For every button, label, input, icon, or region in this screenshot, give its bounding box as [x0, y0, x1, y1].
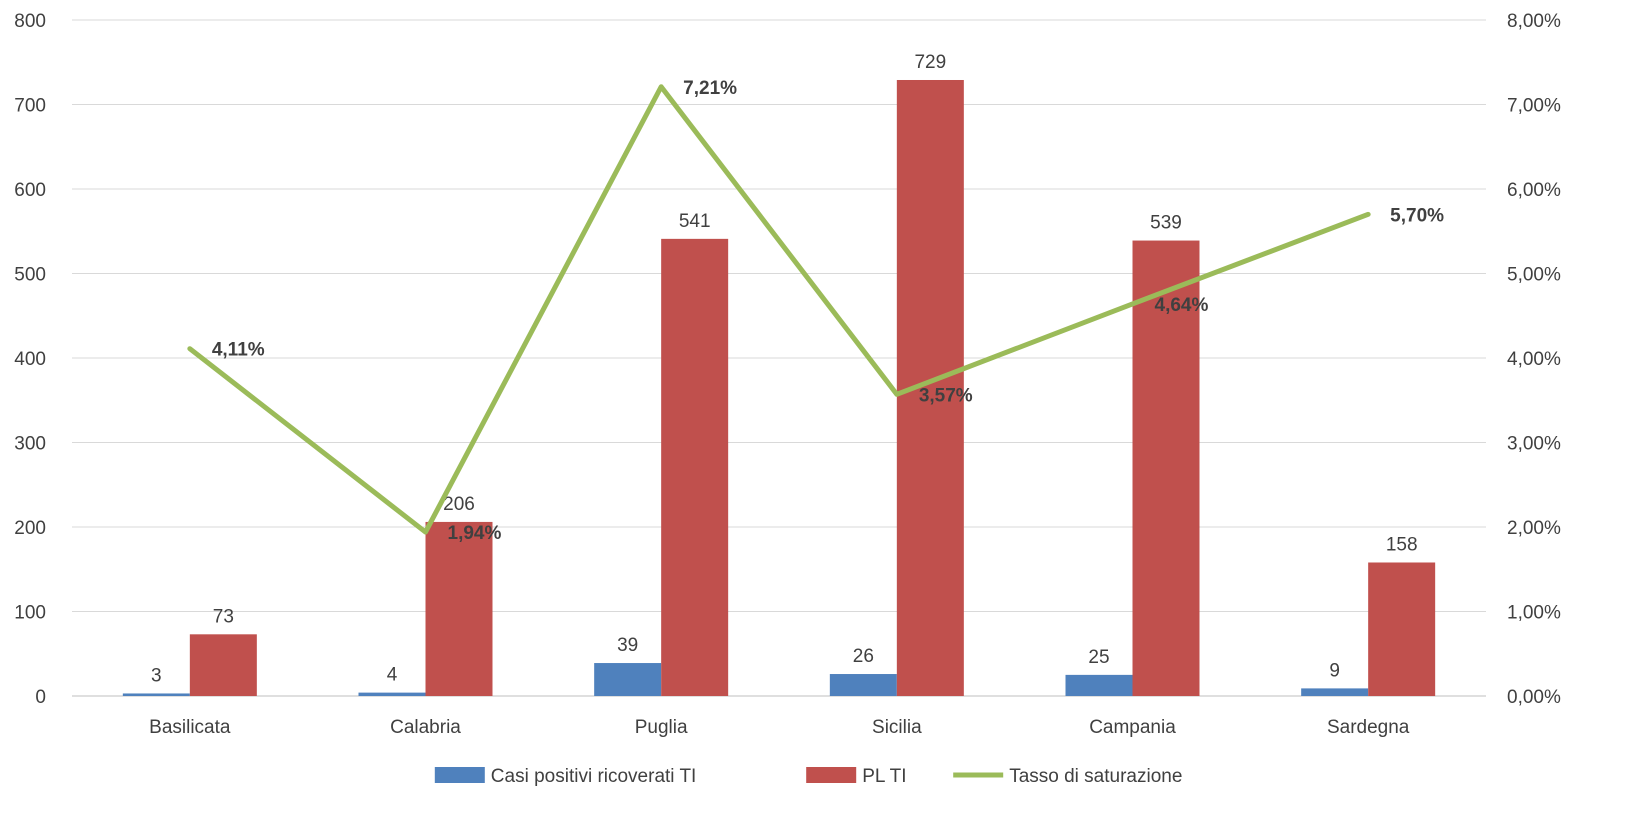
bar [425, 521, 493, 696]
category-label: Sardegna [1327, 717, 1410, 738]
right-tick-label: 5,00% [1507, 265, 1561, 286]
left-tick-label: 0 [35, 687, 46, 708]
category-axis: Basilicata Calabria Puglia Sicilia Campania S… [149, 717, 1410, 738]
bar-data-label: 73 [213, 606, 234, 627]
legend-item: Casi positivi ricoverati TI [434, 766, 697, 787]
bar [358, 692, 426, 696]
left-axis: 0 100 200 300 400 500 600 700 800 [14, 11, 46, 708]
bar [1368, 562, 1436, 696]
left-tick-label: 600 [14, 180, 46, 201]
left-tick-label: 500 [14, 265, 46, 286]
line-series [187, 84, 1371, 535]
category-label: Basilicata [149, 717, 231, 738]
line-series-path [187, 84, 1371, 535]
right-tick-label: 2,00% [1507, 518, 1561, 539]
bar-data-label: 539 [1150, 213, 1182, 234]
bar [594, 663, 662, 696]
bar-data-label: 729 [914, 52, 946, 73]
line-data-label: 4,11% [212, 340, 265, 361]
legend-swatch [434, 767, 485, 783]
left-tick-label: 300 [14, 434, 46, 455]
category-label: Calabria [390, 717, 461, 738]
bar-data-label: 541 [679, 211, 711, 232]
left-tick-label: 100 [14, 603, 46, 624]
right-tick-label: 3,00% [1507, 434, 1561, 455]
bar-data-label: 206 [443, 494, 475, 515]
right-tick-label: 1,00% [1507, 603, 1561, 624]
legend-label: Casi positivi ricoverati TI [491, 766, 697, 787]
gridlines [72, 19, 1486, 697]
bar-labels: 3 4 39 26 25 9 73 206 541 729 539 158 [151, 52, 1417, 686]
legend-label: Tasso di saturazione [1009, 766, 1182, 787]
bar-data-label: 3 [151, 665, 162, 686]
right-tick-label: 7,00% [1507, 96, 1561, 117]
left-tick-label: 200 [14, 518, 46, 539]
left-tick-label: 700 [14, 96, 46, 117]
bar-data-label: 26 [853, 646, 874, 667]
category-label: Campania [1089, 717, 1176, 738]
legend-item: PL TI [806, 766, 907, 787]
line-data-label: 1,94% [448, 523, 502, 544]
line-data-label: 4,64% [1155, 295, 1209, 316]
category-label: Sicilia [872, 717, 922, 738]
right-tick-label: 6,00% [1507, 180, 1561, 201]
right-tick-label: 0,00% [1507, 687, 1561, 708]
bar [829, 674, 897, 696]
bars [122, 79, 1436, 697]
legend-swatch [806, 767, 857, 783]
bar [661, 238, 729, 697]
bar [1132, 240, 1200, 697]
left-tick-label: 800 [14, 11, 46, 32]
legend: Casi positivi ricoverati TI PL TI Tasso di… [434, 766, 1182, 787]
legend-item: Tasso di saturazione [953, 766, 1182, 787]
bar-data-label: 9 [1329, 660, 1340, 681]
line-labels: 4,11% 1,94% 7,21% 3,57% 4,64% 5,70% [212, 78, 1444, 544]
bar [1301, 688, 1369, 696]
bar-data-label: 25 [1088, 647, 1109, 668]
left-tick-label: 400 [14, 349, 46, 370]
bar-data-label: 39 [617, 635, 638, 656]
bar [1065, 674, 1133, 696]
right-tick-label: 4,00% [1507, 349, 1561, 370]
right-tick-label: 8,00% [1507, 11, 1561, 32]
line-data-label: 7,21% [683, 78, 737, 99]
right-axis: 0,00% 1,00% 2,00% 3,00% 4,00% 5,00% 6,00% 7,00%… [1507, 11, 1561, 708]
legend-label: PL TI [862, 766, 906, 787]
line-data-label: 3,57% [919, 385, 973, 406]
category-label: Puglia [635, 717, 688, 738]
bar-data-label: 158 [1386, 534, 1418, 555]
bar [189, 634, 257, 696]
bar-data-label: 4 [387, 665, 398, 686]
line-data-label: 5,70% [1390, 205, 1444, 226]
bar [122, 693, 190, 696]
